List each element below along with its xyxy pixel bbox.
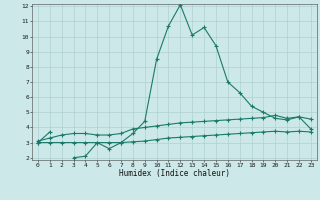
X-axis label: Humidex (Indice chaleur): Humidex (Indice chaleur): [119, 169, 230, 178]
